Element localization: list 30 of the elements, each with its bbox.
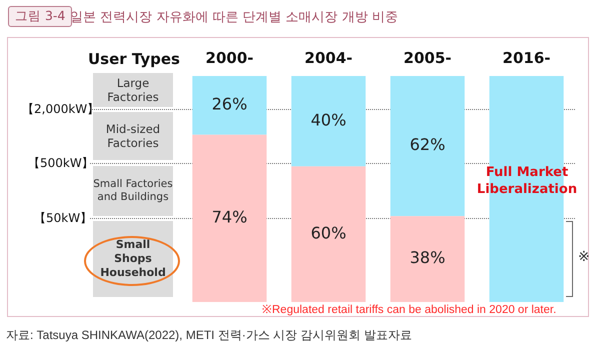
bar	[291, 166, 366, 302]
bar	[390, 76, 465, 216]
text: 자료: Tatsuya SHINKAWA(2022), METI 전력·가스 시장 감시위원회 발표자료	[6, 327, 412, 344]
x-tick-label: 2005-	[404, 48, 452, 67]
text: User Types	[88, 50, 180, 68]
x-tick-label: 2004-	[304, 48, 352, 67]
data-label: 62%	[410, 135, 446, 154]
text: Mid-sized Factories	[106, 122, 160, 150]
data-label: 26%	[212, 94, 248, 114]
text: 【50kW】	[34, 210, 92, 227]
text: ※Regulated retail tariffs can be abolished in 2020 or later.	[262, 303, 556, 316]
x-tick-label: 2000-	[206, 48, 254, 67]
data-label: 40%	[310, 110, 346, 130]
bar	[192, 76, 267, 135]
x-tick-label: 2016-	[502, 48, 550, 67]
annotation: Full Market Liberalization	[476, 165, 578, 199]
text: 【2,000kW】	[22, 101, 100, 118]
data-label: 74%	[212, 208, 248, 227]
bar	[390, 216, 465, 302]
chart-title: 일본 전력시장 자유화에 따른 단계별 소매시장 개방 비중	[70, 9, 398, 26]
bar	[192, 134, 267, 302]
text: Small Factories and Buildings	[93, 178, 173, 203]
text: 【500kW】	[28, 155, 94, 172]
text: Large Factories	[107, 76, 159, 104]
text: ※	[578, 249, 590, 265]
text: Small Shops Household	[93, 221, 173, 297]
data-label: 38%	[410, 248, 446, 268]
bar	[291, 76, 366, 166]
caption: 그림 3-4	[15, 8, 66, 23]
data-label: 60%	[310, 223, 346, 242]
